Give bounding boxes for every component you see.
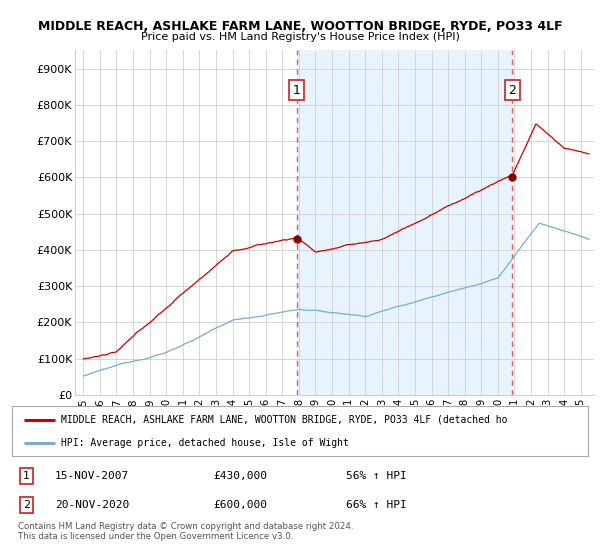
Text: 2: 2 <box>508 83 517 96</box>
Text: Contains HM Land Registry data © Crown copyright and database right 2024.
This d: Contains HM Land Registry data © Crown c… <box>18 522 353 542</box>
Text: 1: 1 <box>23 470 30 480</box>
Text: MIDDLE REACH, ASHLAKE FARM LANE, WOOTTON BRIDGE, RYDE, PO33 4LF (detached ho: MIDDLE REACH, ASHLAKE FARM LANE, WOOTTON… <box>61 414 508 424</box>
Text: 66% ↑ HPI: 66% ↑ HPI <box>346 500 407 510</box>
Text: £600,000: £600,000 <box>214 500 268 510</box>
Text: 56% ↑ HPI: 56% ↑ HPI <box>346 470 407 480</box>
Text: 2: 2 <box>23 500 30 510</box>
Text: 1: 1 <box>293 83 301 96</box>
Text: 20-NOV-2020: 20-NOV-2020 <box>55 500 130 510</box>
Text: HPI: Average price, detached house, Isle of Wight: HPI: Average price, detached house, Isle… <box>61 438 349 448</box>
Text: £430,000: £430,000 <box>214 470 268 480</box>
Text: MIDDLE REACH, ASHLAKE FARM LANE, WOOTTON BRIDGE, RYDE, PO33 4LF: MIDDLE REACH, ASHLAKE FARM LANE, WOOTTON… <box>38 20 562 32</box>
Bar <box>297 50 512 395</box>
Text: Price paid vs. HM Land Registry's House Price Index (HPI): Price paid vs. HM Land Registry's House … <box>140 32 460 42</box>
Text: 15-NOV-2007: 15-NOV-2007 <box>55 470 130 480</box>
